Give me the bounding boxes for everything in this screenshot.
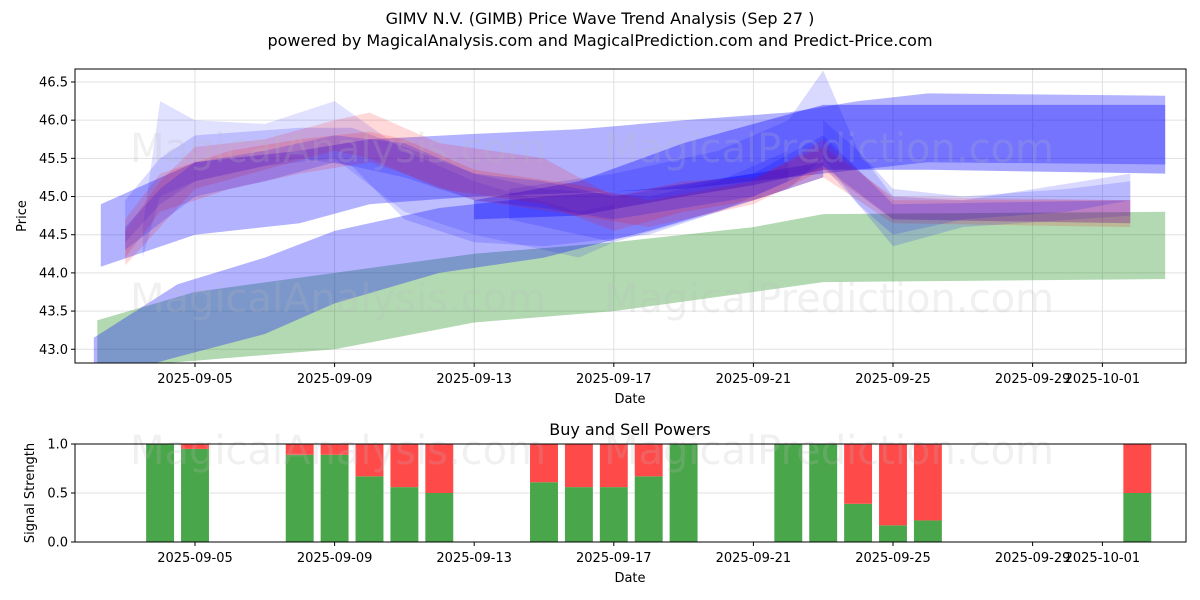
- watermark-mid-left: MagicalAnalysis.com: [130, 276, 546, 322]
- buy-bar: [146, 444, 175, 542]
- chart-subtitle: powered by MagicalAnalysis.com and Magic…: [267, 31, 933, 50]
- blue-wave-2: [125, 127, 789, 247]
- blue-long-band-low: [93, 162, 824, 363]
- chart-title: GIMV N.V. (GIMB) Price Wave Trend Analys…: [385, 9, 815, 28]
- sell-bar: [181, 444, 209, 449]
- purple-wave-1: [125, 135, 1131, 250]
- price-x-tick-label: 2025-09-21: [716, 372, 792, 387]
- signal-y-axis-label: Signal Strength: [23, 443, 38, 543]
- price-bands: [93, 70, 1166, 363]
- green-trend-band: [97, 211, 1166, 363]
- price-y-tick-label: 45.5: [39, 152, 68, 167]
- buy-bar: [913, 520, 942, 542]
- sell-bar: [844, 444, 873, 504]
- watermark-bottom-left: MagicalAnalysis.com: [130, 428, 546, 474]
- signal-x-tick-label: 2025-09-25: [855, 551, 931, 566]
- buy-bar: [774, 444, 803, 542]
- buy-bar: [564, 487, 593, 542]
- signal-x-tick-label: 2025-09-09: [297, 551, 373, 566]
- price-x-axis-label: Date: [614, 392, 645, 407]
- sell-bar: [913, 444, 942, 521]
- price-x-axis: 2025-09-05 2025-09-09 2025-09-13 2025-09-17…: [157, 363, 1140, 387]
- signal-x-axis: 2025-09-05 2025-09-09 2025-09-13 2025-09-17…: [157, 542, 1140, 566]
- price-y-tick-label: 44.0: [39, 266, 68, 281]
- watermark-top-left: MagicalAnalysis.com: [130, 126, 546, 172]
- buy-bar: [599, 487, 628, 542]
- price-y-axis-label: Price: [15, 200, 30, 232]
- signal-bars: [146, 444, 1152, 542]
- price-plot-frame: [74, 68, 1187, 364]
- buy-bar: [181, 448, 209, 542]
- buy-bar: [355, 476, 384, 542]
- buy-bar: [285, 454, 314, 542]
- buy-bar: [320, 454, 349, 542]
- price-y-tick-label: 45.0: [39, 190, 68, 205]
- signal-y-tick-label: 0.5: [47, 487, 68, 502]
- price-x-tick-label: 2025-09-17: [576, 372, 652, 387]
- blue-wave-peak: [509, 70, 1131, 247]
- price-x-tick-label: 2025-09-29: [995, 372, 1071, 387]
- sell-bar: [425, 444, 454, 493]
- price-x-tick-label: 2025-09-25: [855, 372, 931, 387]
- watermark-mid-right: MagicalPrediction.com: [604, 276, 1054, 322]
- signal-x-tick-label: 2025-09-29: [995, 551, 1071, 566]
- sell-bar: [564, 444, 593, 488]
- price-y-tick-label: 43.5: [39, 305, 68, 320]
- red-wave-2: [125, 131, 1131, 258]
- sell-bar: [390, 444, 419, 488]
- signal-watermarks: MagicalAnalysis.com MagicalPrediction.co…: [130, 428, 1054, 474]
- sell-bar: [599, 444, 628, 488]
- price-x-tick-label: 2025-09-05: [157, 372, 233, 387]
- price-watermarks: MagicalAnalysis.com MagicalPrediction.co…: [130, 126, 1054, 322]
- price-x-tick-label: 2025-10-01: [1065, 372, 1141, 387]
- price-x-tick-label: 2025-09-13: [436, 372, 512, 387]
- price-y-tick-label: 46.0: [39, 114, 68, 129]
- watermark-top-right: MagicalPrediction.com: [604, 126, 1054, 172]
- signal-y-axis: 0.0 0.5 1.0: [47, 438, 75, 551]
- signal-y-tick-label: 0.0: [47, 536, 68, 551]
- price-grid: [75, 69, 1186, 363]
- red-wave-1: [125, 112, 1131, 266]
- sell-bar: [1123, 444, 1152, 493]
- buy-bar: [1123, 493, 1152, 542]
- buy-bar: [669, 444, 698, 542]
- buy-bar: [844, 503, 873, 542]
- buy-bar: [809, 444, 838, 542]
- price-y-tick-label: 44.5: [39, 228, 68, 243]
- blue-wave-1: [142, 101, 614, 258]
- signal-x-tick-label: 2025-09-21: [716, 551, 792, 566]
- sell-bar: [320, 444, 349, 455]
- signal-x-tick-label: 2025-09-05: [157, 551, 233, 566]
- signal-chart-title: Buy and Sell Powers: [549, 420, 711, 439]
- price-y-tick-label: 43.0: [39, 343, 68, 358]
- sell-bar: [285, 444, 314, 455]
- price-y-axis: 43.0 43.5 44.0 44.5 45.0 45.5 46.0 46.5: [39, 75, 75, 358]
- signal-y-tick-label: 1.0: [47, 438, 68, 453]
- blue-right-band: [474, 104, 1166, 220]
- buy-bar: [879, 525, 907, 542]
- sell-bar: [530, 444, 558, 483]
- price-y-tick-label: 46.5: [39, 75, 68, 90]
- buy-bar: [390, 487, 419, 542]
- signal-x-tick-label: 2025-09-13: [436, 551, 512, 566]
- signal-x-axis-label: Date: [614, 571, 645, 586]
- sell-bar: [634, 444, 663, 477]
- price-x-tick-label: 2025-09-09: [297, 372, 373, 387]
- buy-bar: [530, 482, 558, 542]
- signal-x-tick-label: 2025-10-01: [1065, 551, 1141, 566]
- blue-long-band-mid: [100, 93, 1166, 267]
- watermark-bottom-right: MagicalPrediction.com: [604, 428, 1054, 474]
- sell-bar: [355, 444, 384, 477]
- sell-bar: [879, 444, 907, 526]
- buy-bar: [634, 476, 663, 542]
- blue-wave-right: [823, 120, 1131, 235]
- signal-x-tick-label: 2025-09-17: [576, 551, 652, 566]
- buy-bar: [425, 493, 454, 542]
